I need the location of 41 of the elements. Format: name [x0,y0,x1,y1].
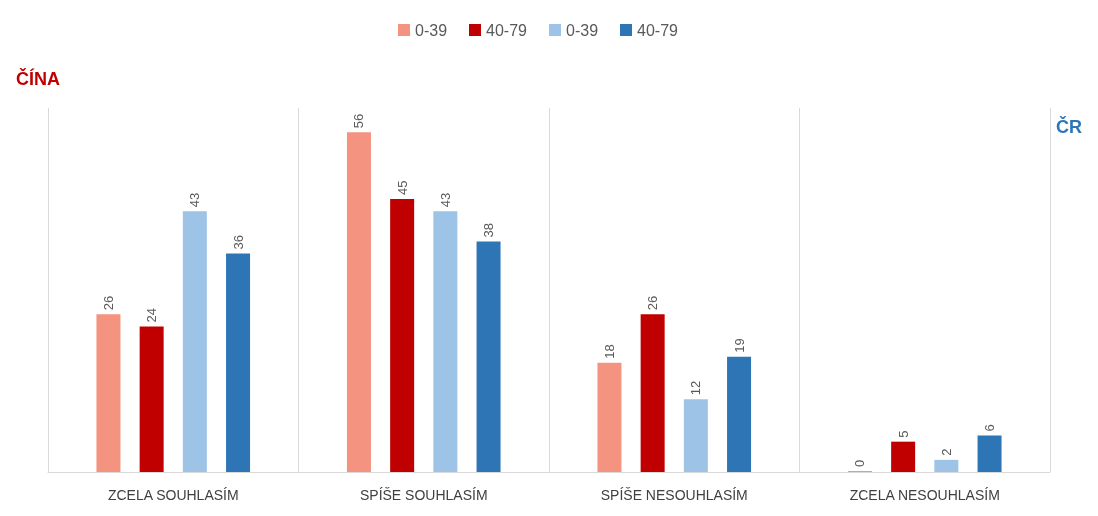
bar [476,241,501,472]
data-label: 38 [481,223,497,238]
bar [891,441,916,472]
data-label: 45 [394,180,410,195]
data-label: 56 [351,113,367,129]
data-label: 0 [852,459,868,467]
bar [727,356,752,472]
x-tick-label: ZCELA NESOUHLASÍM [849,487,1000,503]
data-label: 5 [895,430,911,438]
bar [433,211,458,472]
bar [597,362,622,472]
data-label: 18 [601,344,617,359]
bar [934,459,959,472]
x-tick-label: SPÍŠE NESOUHLASÍM [600,487,748,503]
legend-label: 0-39 [566,21,599,39]
data-label: 6 [982,424,998,432]
text: ČR [1056,116,1082,137]
legend-label: 40-79 [486,21,528,39]
bar [226,253,251,472]
data-label: 19 [731,338,747,353]
text: ČÍNA [16,68,60,89]
data-label: 12 [688,380,704,396]
data-label: 43 [437,192,453,208]
data-label: 26 [100,295,116,311]
bar [139,326,164,472]
legend-label: 0-39 [415,21,448,39]
data-label: 24 [144,307,160,323]
bar [683,399,708,472]
data-label: 36 [230,235,246,250]
bar [182,211,207,472]
bar [977,435,1002,472]
bar [346,132,371,472]
data-label: 43 [187,192,203,208]
x-tick-label: SPÍŠE SOUHLASÍM [359,487,488,503]
bar [640,314,665,472]
legend-label: 40-79 [637,21,679,39]
data-label: 26 [645,295,661,311]
bar [390,199,415,472]
data-label: 2 [938,448,954,456]
x-tick-label: ZCELA SOUHLASÍM [107,487,239,503]
bar [96,314,121,472]
